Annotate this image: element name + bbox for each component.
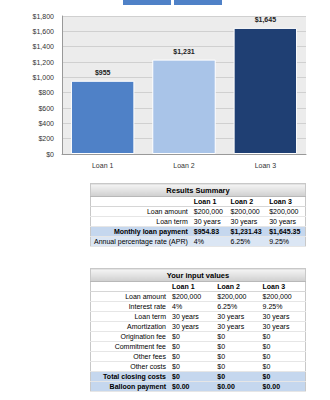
html-text:Interest rate: Interest rate (128, 303, 166, 310)
html-text:6.25%: 6.25% (217, 303, 238, 310)
html-text:$200,000: $200,000 (262, 293, 292, 300)
html-text:$0: $0 (262, 373, 271, 380)
html-text:30 years: 30 years (172, 313, 199, 320)
svg-text:Loan 2: Loan 2 (173, 162, 195, 169)
html-text:30 years: 30 years (269, 218, 297, 225)
html-text:Monthly loan payment: Monthly loan payment (113, 228, 188, 235)
html-text:$0.00: $0.00 (172, 383, 190, 390)
html-text:Loan 2: Loan 2 (217, 283, 240, 290)
svg-text:Loan 3: Loan 3 (255, 162, 277, 169)
svg-text:$800: $800 (38, 89, 54, 96)
html-text:Loan 3: Loan 3 (269, 198, 292, 205)
svg-text:$1,231: $1,231 (173, 48, 195, 56)
html-text:30 years: 30 years (193, 218, 221, 225)
html-text:Your input values: Your input values (166, 270, 230, 280)
html-text:$200,000: $200,000 (230, 208, 260, 215)
html-text:$0: $0 (172, 363, 180, 370)
html-text:$0: $0 (172, 333, 180, 340)
html-text:$200,000: $200,000 (269, 208, 299, 215)
html-text:$0.00: $0.00 (262, 383, 281, 390)
html-text:Results Summary: Results Summary (166, 185, 230, 195)
svg-text:$1,000: $1,000 (33, 74, 55, 81)
html-text:9.25%: 9.25% (262, 303, 283, 310)
html-text:Other costs: Other costs (130, 363, 166, 370)
html-text:$0: $0 (217, 353, 226, 360)
svg-text:$1,200: $1,200 (33, 59, 55, 66)
html-text:$0: $0 (217, 363, 226, 370)
html-text:$0: $0 (262, 353, 271, 360)
html-text:Amortization: Amortization (127, 323, 166, 330)
html-text:Loan amount: Loan amount (146, 208, 188, 215)
html-text:$0: $0 (217, 343, 226, 350)
html-text:Loan 3: Loan 3 (262, 283, 286, 290)
svg-text:Loan 1: Loan 1 (92, 162, 114, 169)
html-text:Loan term: Loan term (134, 313, 166, 320)
html-text:4%: 4% (172, 303, 183, 310)
html-text:$0: $0 (172, 343, 180, 350)
svg-text:$0: $0 (46, 151, 54, 158)
html-text:Commitment fee: Commitment fee (114, 343, 166, 350)
svg-text:$955: $955 (95, 69, 111, 77)
html-text:$0: $0 (262, 363, 271, 370)
html-text:$954.83: $954.83 (193, 228, 220, 235)
html-text:6.25%: 6.25% (230, 238, 251, 245)
html-text:30 years: 30 years (262, 313, 290, 320)
html-text:$0: $0 (262, 343, 271, 350)
html-text:$0: $0 (217, 333, 226, 340)
html-text:$0: $0 (172, 373, 180, 380)
html-text:Total closing costs: Total closing costs (103, 373, 166, 380)
html-text:Loan term: Loan term (156, 218, 188, 225)
svg-text:$1,645: $1,645 (255, 16, 277, 24)
html-text:9.25%: 9.25% (269, 238, 290, 245)
html-text:$200,000: $200,000 (193, 208, 223, 215)
svg-text:$600: $600 (38, 105, 54, 112)
html-text:30 years: 30 years (217, 323, 245, 330)
html-text:$0.00: $0.00 (217, 383, 235, 390)
svg-text:$200: $200 (38, 135, 54, 142)
html-text:30 years: 30 years (172, 323, 199, 330)
html-text:$1,645.35: $1,645.35 (269, 228, 301, 235)
html-text:Loan amount: Loan amount (125, 293, 166, 300)
svg-text:$1,400: $1,400 (33, 43, 55, 50)
html-text:30 years: 30 years (230, 218, 258, 225)
html-text:30 years: 30 years (262, 323, 290, 330)
html-text:Origination fee: Origination fee (120, 333, 166, 340)
html-text:$0: $0 (172, 353, 180, 360)
html-text:30 years: 30 years (217, 313, 245, 320)
html-text:Loan 1: Loan 1 (172, 283, 195, 290)
html-text:$200,000: $200,000 (172, 293, 202, 300)
html-text:Other fees: Other fees (133, 353, 166, 360)
html-text:Loan 1: Loan 1 (193, 198, 217, 205)
html-text:Balloon payment: Balloon payment (109, 383, 166, 390)
html-text:Annual percentage rate (APR): Annual percentage rate (APR) (94, 238, 188, 245)
svg-text:$400: $400 (38, 120, 54, 127)
html-text:Loan 2: Loan 2 (230, 198, 253, 205)
html-text:$0: $0 (262, 333, 271, 340)
html-text:$200,000: $200,000 (217, 293, 247, 300)
svg-text:$1,600: $1,600 (33, 28, 55, 35)
html-text:4%: 4% (193, 238, 204, 245)
html-text:$0: $0 (217, 373, 226, 380)
svg-text:$1,800: $1,800 (33, 13, 55, 20)
html-text:$1,231.43: $1,231.43 (230, 228, 262, 235)
